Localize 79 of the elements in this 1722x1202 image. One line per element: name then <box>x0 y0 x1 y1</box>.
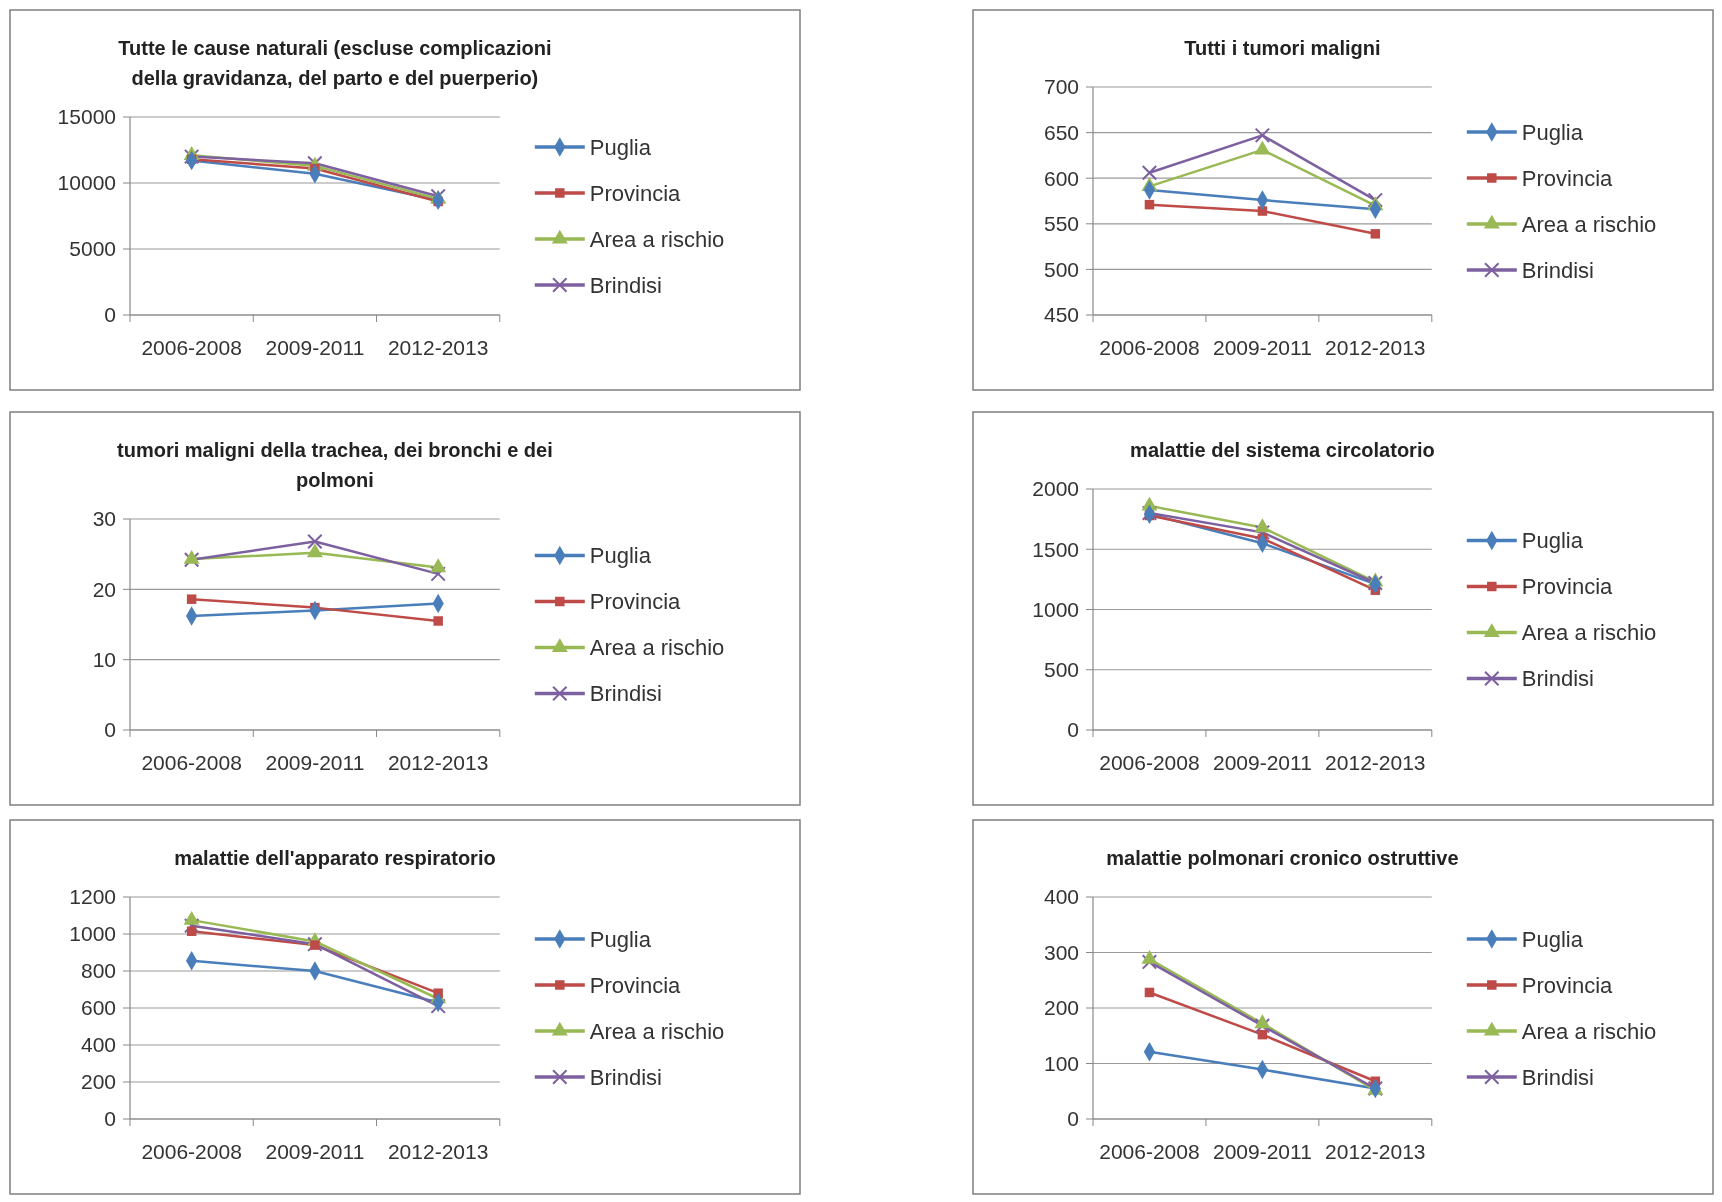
legend-label: Area a rischio <box>1521 1018 1657 1044</box>
y-tick-label: 500 <box>1043 658 1079 682</box>
legend-label: Area a rischio <box>589 1018 725 1044</box>
y-tick-label: 0 <box>1067 718 1079 742</box>
y-tick-label: 200 <box>80 1070 116 1094</box>
x-tick-label: 2009-2011 <box>1212 336 1312 359</box>
legend-label: Puglia <box>589 543 652 569</box>
legend-label: Area a rischio <box>589 635 725 661</box>
x-tick-label: 2009-2011 <box>265 751 365 774</box>
x-tick-label: 2006-2008 <box>1099 336 1200 359</box>
x-tick-label: 2006-2008 <box>141 751 242 774</box>
y-tick-label: 10 <box>92 648 116 672</box>
y-tick-label: 300 <box>1043 940 1079 964</box>
y-tick-label: 2000 <box>1032 477 1079 501</box>
y-tick-label: 500 <box>1043 257 1079 281</box>
x-tick-label: 2006-2008 <box>1099 1140 1200 1163</box>
chart-title: Tutti i tumori maligni <box>1184 37 1381 59</box>
legend-label: Area a rischio <box>1521 211 1657 237</box>
y-tick-label: 0 <box>104 1107 116 1131</box>
legend-label: Puglia <box>589 134 652 160</box>
chart-title: Tutte le cause naturali (escluse complicazioni della gravidanza, del parto e del puerperio) <box>118 37 552 89</box>
x-tick-label: 2012-2013 <box>1325 1140 1426 1163</box>
y-tick-label: 600 <box>80 996 116 1020</box>
y-tick-label: 1000 <box>69 922 116 946</box>
y-tick-label: 30 <box>92 507 116 531</box>
y-tick-label: 15000 <box>57 105 116 129</box>
x-tick-label: 2012-2013 <box>387 336 489 359</box>
y-tick-label: 200 <box>1043 996 1079 1020</box>
legend-label: Puglia <box>1521 926 1584 952</box>
y-tick-label: 0 <box>104 718 116 742</box>
legend-label: Provincia <box>589 589 682 615</box>
x-tick-label: 2009-2011 <box>265 336 365 359</box>
legend-label: Brindisi <box>589 272 662 298</box>
y-tick-label: 0 <box>1067 1107 1079 1131</box>
legend-label: Provincia <box>1521 574 1614 600</box>
legend-label: Brindisi <box>589 681 662 707</box>
chart-title: malattie del sistema circolatorio <box>1130 439 1435 461</box>
x-tick-label: 2009-2011 <box>265 1140 365 1163</box>
legend-label: Puglia <box>1521 528 1584 554</box>
legend-label: Brindisi <box>1521 666 1594 692</box>
y-tick-label: 800 <box>80 959 116 983</box>
legend-label: Brindisi <box>1521 257 1594 283</box>
legend-label: Brindisi <box>1521 1064 1594 1090</box>
legend-label: Puglia <box>1521 119 1584 145</box>
x-tick-label: 2006-2008 <box>141 336 242 359</box>
x-tick-label: 2012-2013 <box>1325 751 1426 774</box>
legend-label: Provincia <box>589 972 682 998</box>
x-tick-label: 2012-2013 <box>387 751 489 774</box>
chart-title: malattie dell'apparato respiratorio <box>174 847 496 869</box>
y-tick-label: 5000 <box>69 237 116 261</box>
y-tick-label: 100 <box>1043 1051 1079 1075</box>
legend-label: Provincia <box>589 180 682 206</box>
x-tick-label: 2009-2011 <box>1212 1140 1312 1163</box>
y-tick-label: 400 <box>80 1033 116 1057</box>
y-tick-label: 1000 <box>1032 597 1079 621</box>
x-tick-label: 2012-2013 <box>1325 336 1426 359</box>
y-tick-label: 650 <box>1043 120 1079 144</box>
legend-label: Area a rischio <box>1521 620 1657 646</box>
y-tick-label: 700 <box>1043 75 1079 99</box>
y-tick-label: 1500 <box>1032 537 1079 561</box>
y-tick-label: 550 <box>1043 212 1079 236</box>
legend-label: Brindisi <box>589 1064 662 1090</box>
legend-label: Area a rischio <box>589 226 725 252</box>
x-tick-label: 2009-2011 <box>1212 751 1312 774</box>
legend-label: Provincia <box>1521 972 1614 998</box>
y-tick-label: 10000 <box>57 171 116 195</box>
y-tick-label: 400 <box>1043 885 1079 909</box>
x-tick-label: 2006-2008 <box>141 1140 242 1163</box>
y-tick-label: 450 <box>1043 303 1079 327</box>
y-tick-label: 600 <box>1043 166 1079 190</box>
x-tick-label: 2012-2013 <box>387 1140 489 1163</box>
y-tick-label: 0 <box>104 303 116 327</box>
chart-title: malattie polmonari cronico ostruttive <box>1106 847 1459 869</box>
y-tick-label: 1200 <box>69 885 116 909</box>
legend-label: Provincia <box>1521 165 1614 191</box>
x-tick-label: 2006-2008 <box>1099 751 1200 774</box>
y-tick-label: 20 <box>92 577 116 601</box>
legend-label: Puglia <box>589 926 652 952</box>
chart-title: tumori maligni della trachea, dei bronchi e dei polmoni <box>117 439 553 491</box>
